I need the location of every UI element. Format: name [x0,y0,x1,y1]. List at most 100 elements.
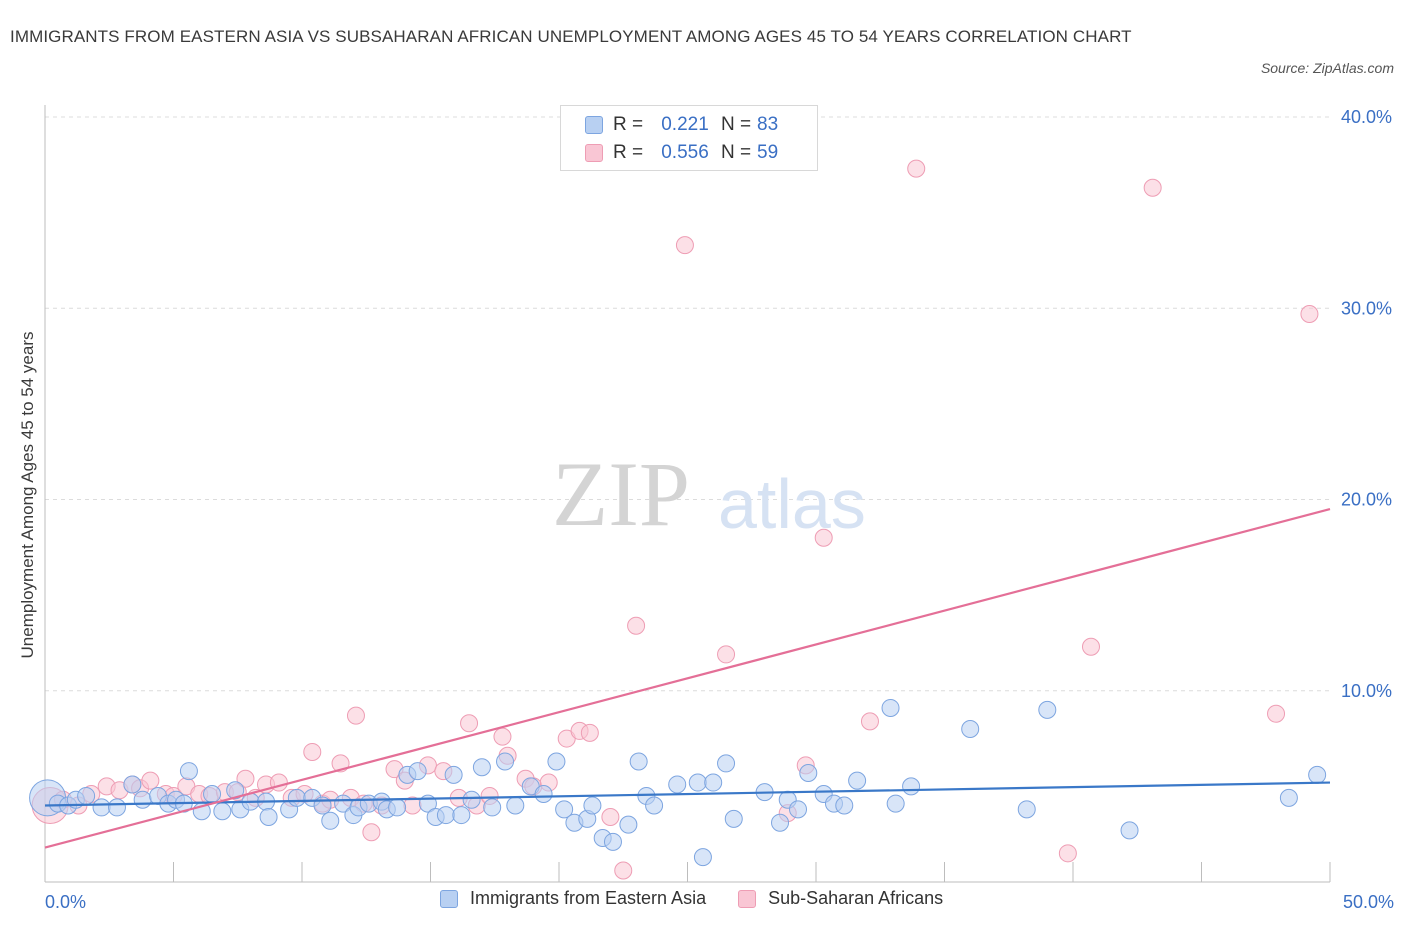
point-eastern-asia [107,798,126,817]
point-eastern-asia [472,758,491,777]
legend-n-label: N = [721,142,752,163]
point-eastern-asia [645,796,664,815]
point-eastern-asia [259,807,278,826]
point-eastern-asia [408,762,427,781]
point-eastern-asia [789,800,808,819]
point-eastern-asia [444,765,463,784]
point-eastern-asia [123,775,142,794]
point-sub-saharan [1058,844,1077,863]
point-eastern-asia [287,788,306,807]
point-sub-saharan [493,727,512,746]
watermark-zip: ZIP [552,443,690,545]
legend-swatch-pink [738,889,757,908]
source-credit: Source: ZipAtlas.com [1260,60,1394,76]
point-sub-saharan [614,861,633,880]
point-eastern-asia [799,763,818,782]
point-sub-saharan [717,645,736,664]
series-legend: Immigrants from Eastern Asia Sub-Saharan… [440,888,975,909]
point-sub-saharan [236,769,255,788]
point-eastern-asia [835,796,854,815]
point-eastern-asia [881,698,900,717]
legend-item-sub-saharan[interactable]: Sub-Saharan Africans [738,888,943,909]
point-eastern-asia [321,811,340,830]
chart-title: IMMIGRANTS FROM EASTERN ASIA VS SUBSAHAR… [10,27,1132,46]
point-eastern-asia [886,794,905,813]
point-eastern-asia [179,762,198,781]
y-tick-label: 40.0% [1341,107,1392,127]
legend-label-sub-saharan: Sub-Saharan Africans [768,888,944,908]
point-eastern-asia [133,790,152,809]
series-eastern-asia-points [29,698,1327,867]
x-tick-label: 50.0% [1343,892,1394,912]
point-eastern-asia [496,752,515,771]
point-eastern-asia [547,752,566,771]
point-sub-saharan [580,723,599,742]
point-eastern-asia [961,720,980,738]
point-sub-saharan [627,616,646,635]
point-eastern-asia [555,800,574,819]
point-eastern-asia [1038,700,1057,719]
point-eastern-asia [92,798,111,817]
legend-swatch-blue [585,116,603,134]
point-sub-saharan [1267,704,1286,723]
point-eastern-asia [77,786,96,805]
y-tick-label: 10.0% [1341,681,1392,701]
legend-n-label: N = [721,114,752,135]
trend-line-sub-saharan [44,507,1331,849]
point-eastern-asia [629,752,648,771]
point-eastern-asia [1120,821,1139,840]
legend-row-pink: R = 0.556 N = 59 [585,140,829,166]
axes [44,105,1331,883]
legend-swatch-blue [440,889,458,908]
point-eastern-asia [1308,765,1327,784]
point-eastern-asia [771,813,790,832]
point-eastern-asia [506,796,525,815]
point-sub-saharan [362,823,381,842]
trend-lines [44,507,1331,849]
point-sub-saharan [860,712,879,731]
y-tick-label: 20.0% [1341,490,1392,510]
legend-row-blue: R = 0.221 N = 83 [585,112,829,138]
legend-r-value: 0.556 [661,142,709,163]
point-sub-saharan [460,714,479,733]
point-sub-saharan [346,706,365,725]
tick-labels: 10.0% 20.0% 30.0% 40.0% 0.0% 50.0% [45,107,1394,912]
point-eastern-asia [226,781,245,800]
point-sub-saharan [303,742,322,761]
point-eastern-asia [1017,800,1036,819]
legend-swatch-pink [585,144,603,162]
legend-r-label: R = [613,114,644,135]
watermark-atlas: atlas [718,465,866,543]
point-eastern-asia [668,775,687,794]
point-sub-saharan [1081,637,1100,656]
point-eastern-asia [213,802,232,821]
legend-item-eastern-asia[interactable]: Immigrants from Eastern Asia [440,888,706,909]
point-eastern-asia [693,848,712,867]
point-eastern-asia [534,785,553,804]
point-eastern-asia [848,771,867,790]
point-eastern-asia [717,754,736,773]
trend-line-eastern-asia [44,781,1331,807]
point-sub-saharan [1143,178,1162,197]
point-eastern-asia [583,796,602,815]
legend-r-label: R = [613,142,644,163]
point-sub-saharan [907,159,926,178]
point-eastern-asia [724,809,743,828]
point-sub-saharan [141,771,160,790]
point-eastern-asia [483,798,502,817]
point-eastern-asia [1279,788,1298,807]
point-eastern-asia [436,806,455,825]
grid-lines [45,116,1330,692]
point-eastern-asia [688,773,707,792]
point-eastern-asia [388,798,407,817]
point-eastern-asia [462,790,481,809]
point-sub-saharan [675,236,694,255]
watermark: ZIP atlas [552,443,866,545]
x-tick-label: 0.0% [45,892,86,912]
point-eastern-asia [902,777,921,796]
point-sub-saharan [1300,304,1319,323]
legend-label-eastern-asia: Immigrants from Eastern Asia [470,888,707,908]
point-eastern-asia [619,815,638,834]
point-eastern-asia [203,785,222,804]
